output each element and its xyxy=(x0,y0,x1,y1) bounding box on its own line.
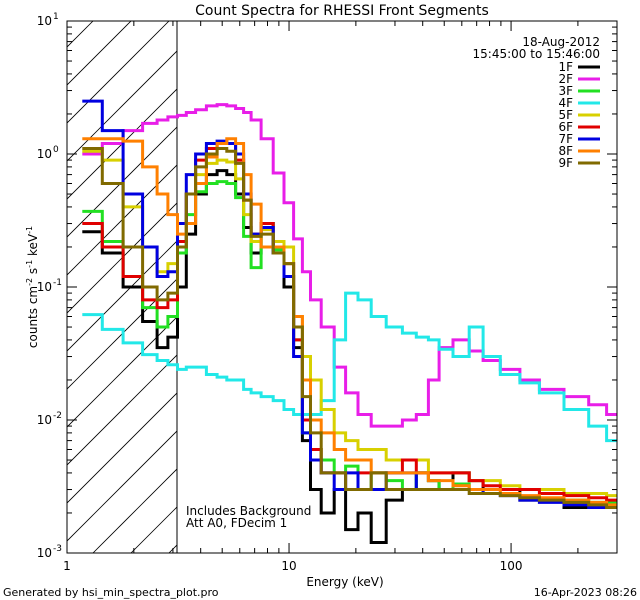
hatch-line xyxy=(67,88,177,200)
y-tick-label: 10 xyxy=(37,546,52,560)
series-9F xyxy=(82,147,617,509)
legend-label-7F: 7F xyxy=(558,132,573,146)
y-tick-exponent: -2 xyxy=(53,411,62,421)
x-axis-label: Energy (keV) xyxy=(306,575,383,589)
footer-generated-by: Generated by hsi_min_spectra_plot.pro xyxy=(3,586,219,599)
legend-label-4F: 4F xyxy=(558,96,573,110)
hatch-line xyxy=(67,50,177,162)
hatch-line xyxy=(92,468,177,553)
legend: 18-Aug-2012 15:45:00 to 15:46:00 1F2F3F4… xyxy=(473,35,600,170)
x-tick-label: 10 xyxy=(281,559,296,573)
legend-label-3F: 3F xyxy=(558,84,573,98)
hatch-line xyxy=(67,240,177,352)
y-tick-label: 10 xyxy=(37,280,52,294)
legend-label-2F: 2F xyxy=(558,72,573,86)
hatch-line xyxy=(67,21,94,48)
legend-date: 18-Aug-2012 xyxy=(522,35,600,49)
series-8F xyxy=(82,137,617,507)
series-3F xyxy=(82,180,617,504)
hatch-line xyxy=(67,202,177,314)
series-4F xyxy=(82,291,617,443)
y-tick-exponent: -3 xyxy=(53,544,62,554)
y-tick-exponent: 1 xyxy=(53,12,59,22)
legend-label-1F: 1F xyxy=(558,60,573,74)
y-tick-label: 10 xyxy=(37,147,52,161)
series-5F xyxy=(82,149,617,498)
y-tick-exponent: 0 xyxy=(53,145,59,155)
footer-date: 16-Apr-2023 08:26 xyxy=(534,586,637,599)
legend-label-9F: 9F xyxy=(558,156,573,170)
hatch-line xyxy=(67,430,177,542)
series-2F xyxy=(82,103,617,428)
legend-label-8F: 8F xyxy=(558,144,573,158)
annotation-attenuator: Att A0, FDecim 1 xyxy=(186,516,287,530)
y-tick-exponent: -1 xyxy=(53,278,62,288)
legend-time-range: 15:45:00 to 15:46:00 xyxy=(473,47,600,61)
legend-label-6F: 6F xyxy=(558,120,573,134)
hatch-line xyxy=(67,392,177,504)
y-tick-label: 10 xyxy=(37,14,52,28)
series-6F xyxy=(82,142,617,502)
series-7F xyxy=(82,99,617,509)
x-tick-label: 1 xyxy=(63,559,71,573)
hatch-line xyxy=(67,21,132,86)
annotation-background: Includes Background xyxy=(186,504,311,518)
y-tick-label: 10 xyxy=(37,413,52,427)
legend-label-5F: 5F xyxy=(558,108,573,122)
chart-title: Count Spectra for RHESSI Front Segments xyxy=(195,3,489,19)
x-tick-label: 100 xyxy=(500,559,523,573)
series-1F xyxy=(82,169,617,544)
y-axis-label: counts cm-2 s-1 keV-1 xyxy=(25,226,40,348)
